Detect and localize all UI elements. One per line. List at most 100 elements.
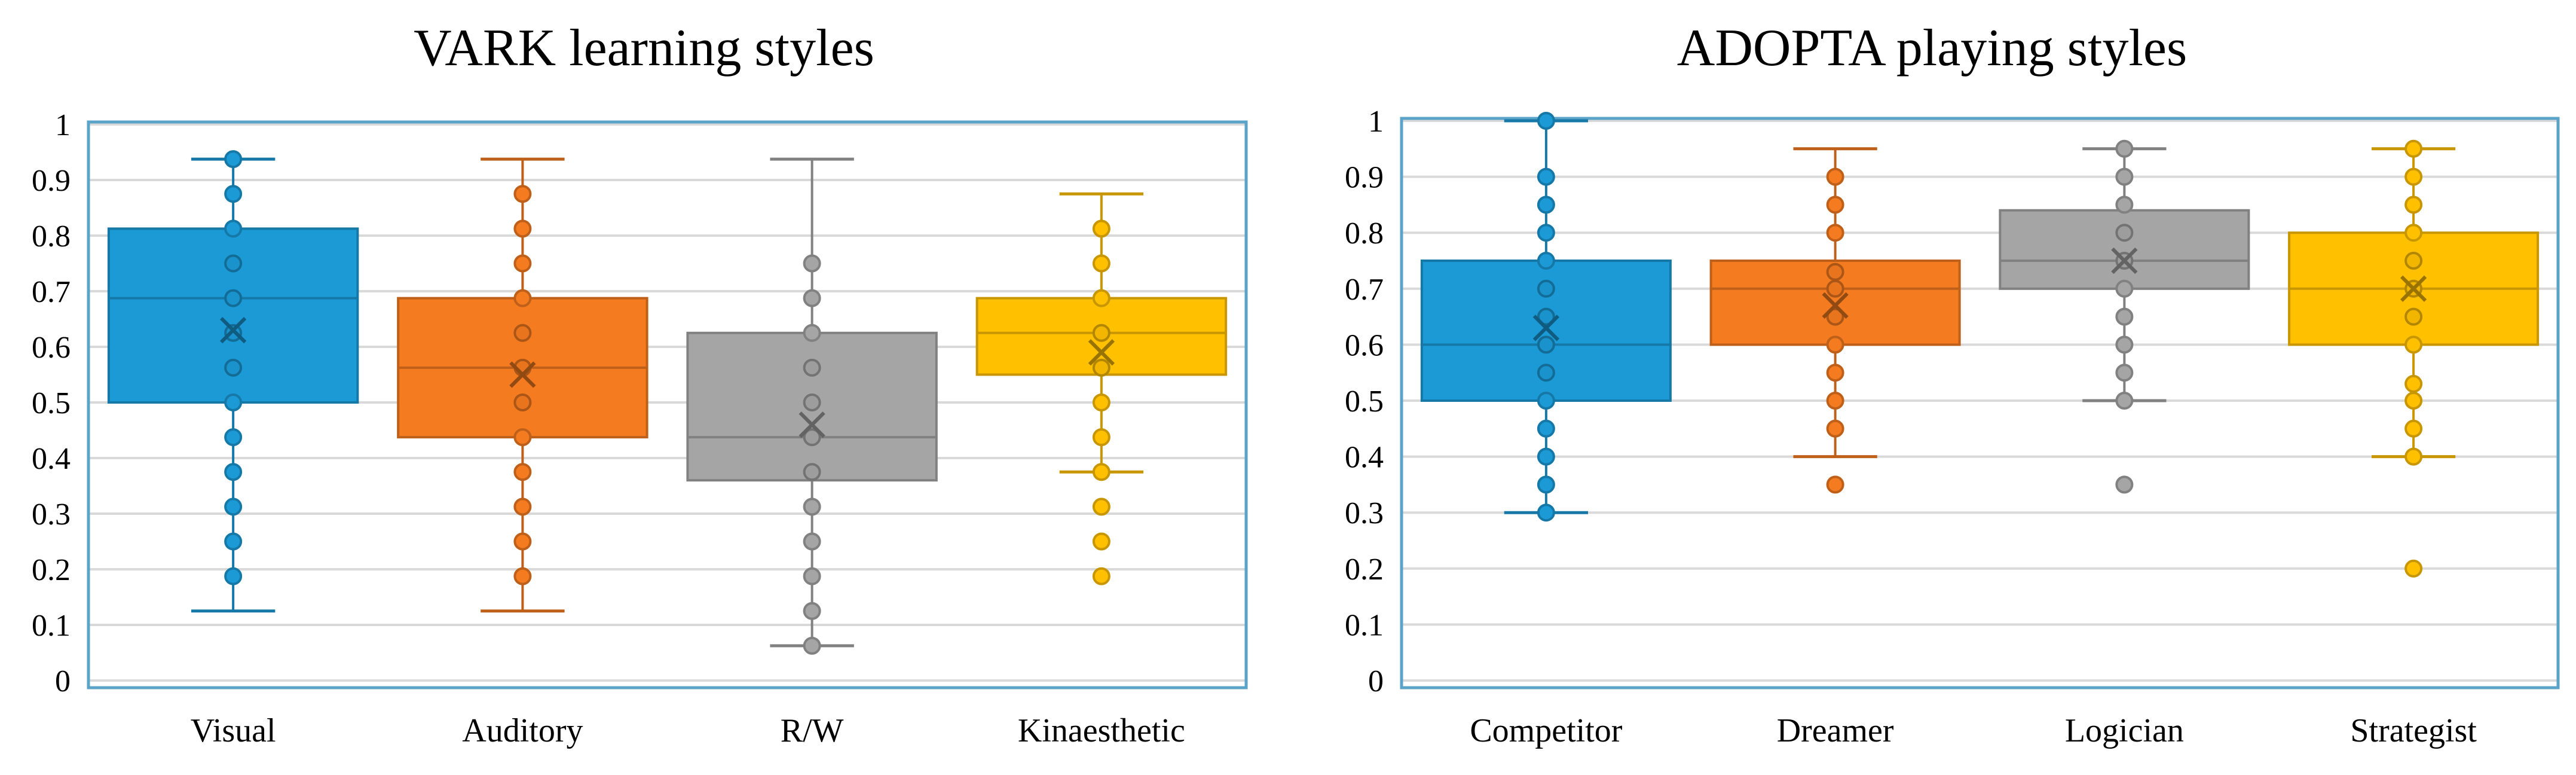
data-point <box>224 532 243 551</box>
data-point <box>803 636 821 655</box>
data-point <box>1092 463 1110 481</box>
mean-x-stroke <box>1822 292 1849 319</box>
iqr-box <box>1999 209 2250 290</box>
mean-marker <box>1088 339 1115 366</box>
y-tick-label: 0.1 <box>32 609 71 643</box>
y-tick-label: 0.5 <box>32 386 71 420</box>
x-category-label: Auditory <box>462 712 583 749</box>
box-logician <box>1999 139 2250 494</box>
mean-marker <box>220 316 247 344</box>
x-category-label: Logician <box>2065 712 2184 749</box>
y-tick-label: 0.2 <box>1345 553 1384 587</box>
data-point <box>803 602 821 620</box>
data-point <box>1537 447 1555 466</box>
data-point <box>1092 498 1110 516</box>
y-tick-label: 0.9 <box>32 164 71 198</box>
plot-frame <box>1400 117 2560 689</box>
data-point <box>1537 307 1555 326</box>
data-point <box>1537 224 1555 242</box>
data-point <box>1826 307 1844 326</box>
data-point <box>1092 254 1110 273</box>
data-point <box>1826 263 1844 281</box>
y-tick-label: 0.6 <box>32 331 71 365</box>
data-point <box>2404 167 2423 186</box>
data-point <box>1826 224 1844 242</box>
data-point <box>513 185 532 203</box>
data-point <box>224 185 243 203</box>
mean-x-stroke <box>1088 339 1115 366</box>
data-point <box>513 532 532 551</box>
data-point <box>803 254 821 273</box>
data-point <box>2404 559 2423 578</box>
data-point <box>1826 392 1844 410</box>
data-point <box>803 324 821 342</box>
mean-marker <box>1532 315 1559 341</box>
y-tick-label: 1 <box>1368 105 1384 139</box>
data-point <box>2115 139 2134 158</box>
data-point <box>2115 475 2134 494</box>
data-point <box>1537 335 1555 354</box>
data-point <box>513 254 532 273</box>
data-point <box>224 498 243 516</box>
data-point <box>513 289 532 307</box>
data-point <box>2404 374 2423 393</box>
data-point <box>2404 307 2423 326</box>
plot-frame <box>87 120 1248 689</box>
data-point <box>1537 279 1555 298</box>
data-point <box>2404 335 2423 354</box>
box-visual <box>107 150 359 613</box>
data-point <box>1537 504 1555 522</box>
y-tick-label: 0.8 <box>32 219 71 254</box>
data-point <box>1826 475 1844 494</box>
y-tick-label: 0.7 <box>1345 273 1384 307</box>
data-point <box>513 498 532 516</box>
data-point <box>1826 335 1844 354</box>
data-point <box>2404 392 2423 410</box>
data-point <box>2115 335 2134 354</box>
data-point <box>513 463 532 481</box>
vark-chart-panel: VARK learning styles 0 0.1 0.2 0.3 0.4 0.5 0.6… <box>0 0 1288 772</box>
y-tick-label: 0 <box>1368 664 1384 698</box>
y-tick-label: 1 <box>55 108 71 142</box>
y-tick-label: 0.3 <box>32 498 71 532</box>
mean-marker <box>509 361 536 388</box>
vark-boxplot: 0 0.1 0.2 0.3 0.4 0.5 0.6 0.7 0.8 0.9 1 Visual Audit… <box>32 108 1248 749</box>
box-auditory <box>397 157 648 613</box>
data-point <box>1092 532 1110 551</box>
data-point <box>224 324 243 342</box>
data-point <box>1092 393 1110 411</box>
data-point <box>803 289 821 307</box>
x-category-label: Dreamer <box>1777 712 1894 749</box>
data-point <box>803 532 821 551</box>
box-kinaesthetic <box>975 192 1228 585</box>
data-point <box>2115 167 2134 186</box>
data-point <box>1537 475 1555 494</box>
data-point <box>224 393 243 411</box>
mean-x-stroke <box>509 361 536 388</box>
mean-x-stroke <box>2111 247 2138 274</box>
box-strategist <box>2288 139 2540 578</box>
data-point <box>2404 196 2423 214</box>
data-point <box>1092 219 1110 238</box>
mean-marker <box>799 411 825 438</box>
y-tick-label: 0.4 <box>32 442 71 476</box>
y-tick-label: 0.7 <box>32 275 71 309</box>
x-category-label: Strategist <box>2350 712 2477 749</box>
data-point <box>2115 224 2134 242</box>
data-point <box>1826 279 1844 298</box>
data-point <box>2115 279 2134 298</box>
y-tick-label: 0.5 <box>1345 385 1384 419</box>
data-point <box>2115 307 2134 326</box>
data-point <box>224 463 243 481</box>
data-point <box>1092 289 1110 307</box>
data-point <box>2404 252 2423 270</box>
y-tick-label: 0.6 <box>1345 328 1384 362</box>
adopta-boxplot: 0 0.1 0.2 0.3 0.4 0.5 0.6 0.7 0.8 0.9 1 Competitor D… <box>1345 105 2560 749</box>
data-point <box>803 358 821 377</box>
mean-x-stroke <box>799 411 825 438</box>
data-point <box>224 358 243 377</box>
adopta-chart-panel: ADOPTA playing styles 0 0.1 0.2 0.3 0.4 0.5 0.… <box>1288 0 2576 772</box>
data-point <box>513 219 532 238</box>
data-point <box>513 567 532 585</box>
mean-marker <box>2400 275 2427 302</box>
